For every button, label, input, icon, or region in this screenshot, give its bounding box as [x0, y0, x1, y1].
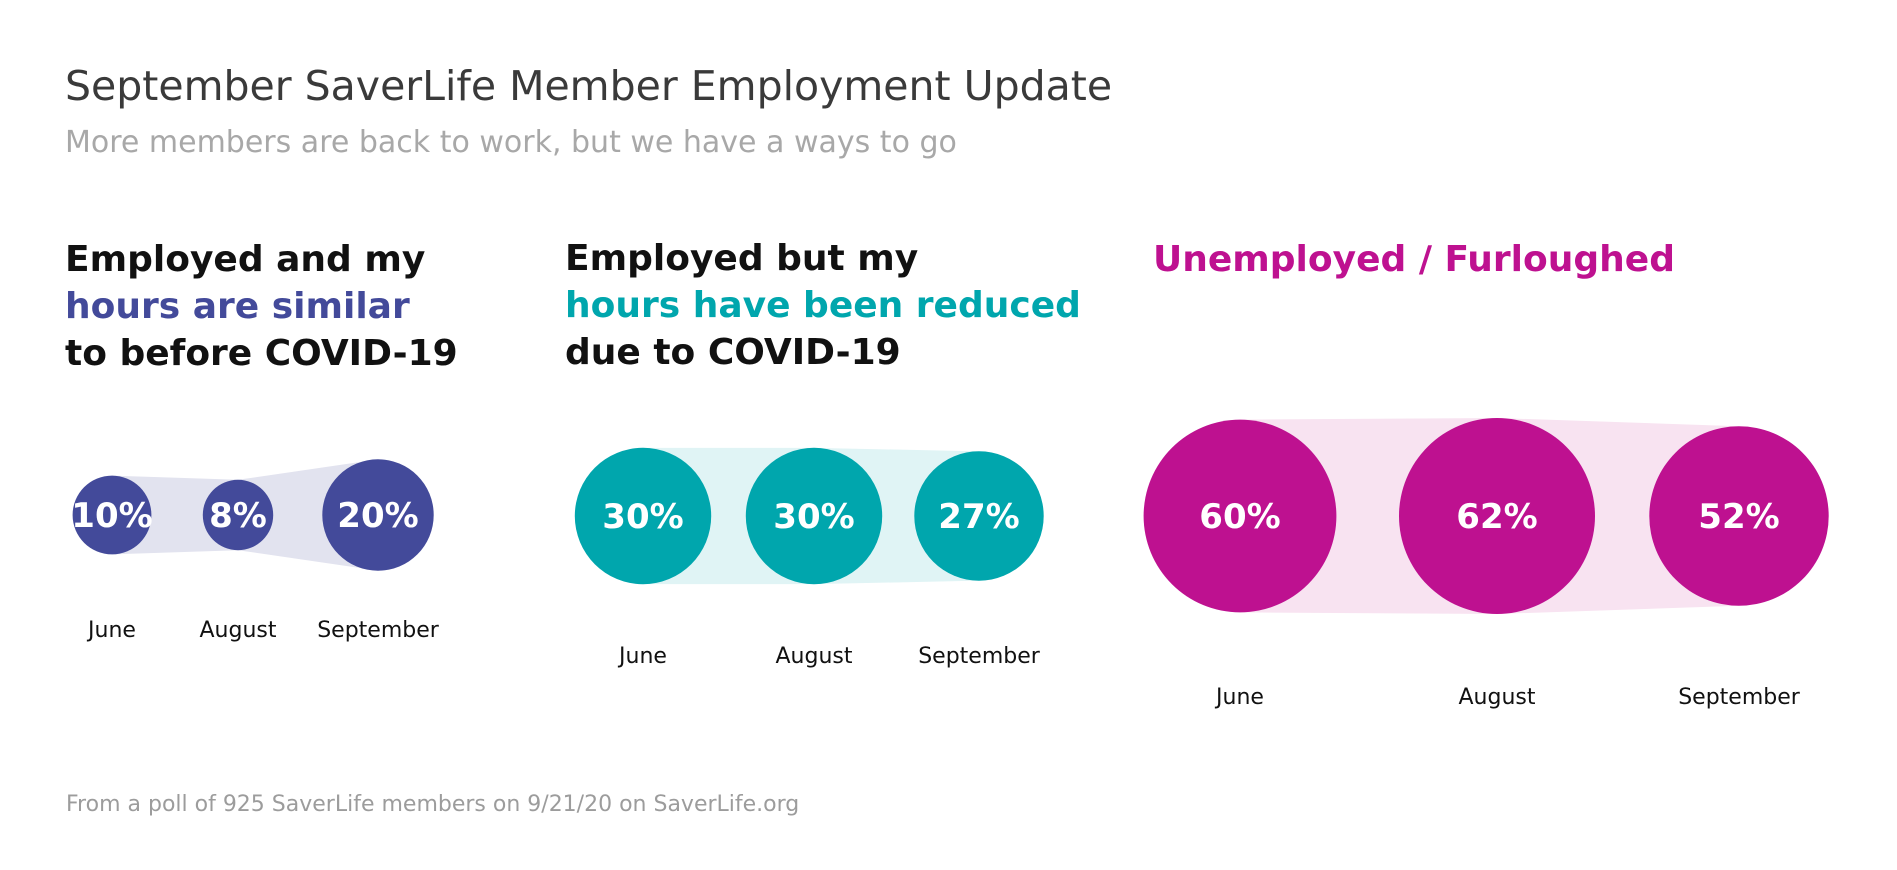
- chart-unemployed: 60% June 62% August 52% September: [1143, 418, 1829, 710]
- similar-bubble-september: [322, 459, 434, 571]
- unemployed-month-label-september: September: [1678, 685, 1801, 710]
- source-footnote: From a poll of 925 SaverLife members on …: [66, 792, 800, 817]
- unemployed-bubble-august: [1399, 418, 1595, 614]
- reduced-month-label-june: June: [617, 644, 667, 669]
- unemployed-value-label-september: 52%: [1698, 497, 1779, 537]
- page-title: September SaverLife Member Employment Up…: [65, 62, 1113, 110]
- heading-unemployed-line1: Unemployed / Furloughed: [1153, 239, 1675, 280]
- unemployed-bubble-september: [1649, 426, 1829, 606]
- reduced-value-label-august: 30%: [773, 497, 854, 537]
- heading-similar: Employed and my hours are similar to bef…: [65, 236, 458, 377]
- unemployed-bubble-june: [1143, 419, 1337, 613]
- similar-value-label-june: 10%: [71, 496, 152, 536]
- heading-unemployed: Unemployed / Furloughed: [1153, 236, 1675, 283]
- unemployed-value-label-august: 62%: [1456, 497, 1537, 537]
- chart-reduced: 30% June 30% August 27% September: [574, 447, 1044, 669]
- reduced-bubble-september: [914, 451, 1044, 581]
- reduced-value-label-september: 27%: [938, 497, 1019, 537]
- heading-similar-line3: to before COVID-19: [65, 333, 458, 374]
- heading-reduced-line1: Employed but my: [565, 238, 919, 279]
- heading-similar-line1: Employed and my: [65, 239, 426, 280]
- unemployed-value-label-june: 60%: [1199, 497, 1280, 537]
- heading-reduced: Employed but my hours have been reduced …: [565, 235, 1081, 376]
- similar-month-label-august: August: [200, 618, 277, 643]
- heading-reduced-line2: hours have been reduced: [565, 285, 1081, 326]
- heading-similar-line2: hours are similar: [65, 286, 410, 327]
- similar-month-label-september: September: [317, 618, 440, 643]
- reduced-bubble-june: [574, 447, 712, 585]
- reduced-value-label-june: 30%: [602, 497, 683, 537]
- reduced-month-label-august: August: [776, 644, 853, 669]
- unemployed-month-label-june: June: [1214, 685, 1264, 710]
- reduced-month-label-september: September: [918, 644, 1041, 669]
- heading-reduced-line3: due to COVID-19: [565, 332, 901, 373]
- page-subtitle: More members are back to work, but we ha…: [65, 125, 957, 160]
- unemployed-month-label-august: August: [1459, 685, 1536, 710]
- similar-bubble-august: [202, 479, 274, 551]
- chart-similar: 10% June 8% August 20% September: [71, 459, 440, 643]
- similar-month-label-june: June: [86, 618, 136, 643]
- reduced-bubble-august: [745, 447, 883, 585]
- similar-value-label-september: 20%: [337, 496, 418, 536]
- similar-value-label-august: 8%: [209, 496, 267, 536]
- similar-bubble-june: [72, 475, 152, 555]
